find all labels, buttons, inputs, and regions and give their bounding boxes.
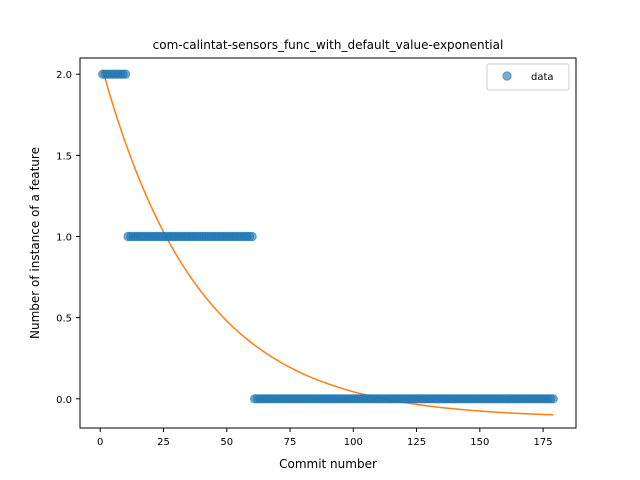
x-axis-ticks: 0 25 50 75 100 125 150 175 (97, 428, 553, 448)
data-point (120, 69, 131, 79)
x-tick-label: 100 (344, 437, 363, 448)
x-tick-label: 75 (284, 437, 297, 448)
plot-area-frame (79, 57, 577, 429)
legend-label-data: data (531, 72, 554, 83)
y-tick-label: 1.0 (56, 233, 72, 244)
fit-curve-layer (102, 70, 554, 416)
y-tick-label: 2.0 (56, 70, 72, 81)
x-axis-label: Commit number (279, 457, 377, 471)
y-tick-label: 0.5 (56, 314, 72, 325)
y-axis-ticks: 0.0 0.5 1.0 1.5 2.0 (56, 70, 80, 406)
data-point (247, 231, 257, 242)
legend-marker-data (502, 71, 512, 81)
fit-curve (102, 70, 554, 416)
data-points-layer (98, 69, 558, 404)
legend-box (486, 63, 570, 91)
y-axis-label: Number of instance of a feature (28, 147, 42, 339)
legend: data (486, 63, 570, 91)
data-point (548, 394, 558, 404)
x-tick-label: 50 (220, 437, 233, 448)
chart-title: com-calintat-sensors_func_with_default_v… (153, 38, 504, 52)
x-tick-label: 150 (470, 437, 489, 448)
y-tick-label: 1.5 (56, 151, 72, 162)
x-tick-label: 125 (407, 437, 426, 448)
x-tick-label: 25 (157, 437, 170, 448)
y-tick-label: 0.0 (56, 395, 72, 406)
x-tick-label: 0 (97, 437, 103, 448)
x-tick-label: 175 (534, 437, 553, 448)
